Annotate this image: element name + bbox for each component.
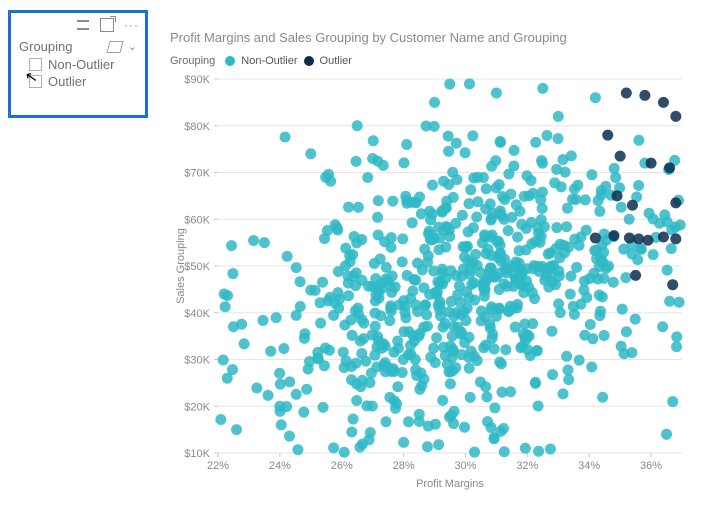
- checkbox-icon[interactable]: [29, 75, 42, 88]
- svg-text:36%: 36%: [640, 460, 662, 472]
- svg-text:$70K: $70K: [184, 168, 210, 180]
- svg-text:Profit Margins: Profit Margins: [416, 478, 484, 490]
- slicer-toolbar: ···: [11, 13, 145, 33]
- more-options-icon[interactable]: ···: [124, 19, 139, 31]
- svg-text:Sales Grouping: Sales Grouping: [175, 228, 187, 304]
- legend-label: Grouping: [170, 55, 215, 67]
- svg-text:$90K: $90K: [184, 74, 210, 86]
- chart-title: Profit Margins and Sales Grouping by Cus…: [170, 30, 692, 45]
- slicer-item-label: Non-Outlier: [48, 57, 114, 72]
- chart-legend: Grouping Non-Outlier Outlier: [170, 55, 692, 67]
- focus-mode-icon[interactable]: [100, 18, 114, 32]
- svg-text:$40K: $40K: [184, 308, 210, 320]
- legend-swatch-outlier: [304, 56, 314, 66]
- svg-text:$20K: $20K: [184, 401, 210, 413]
- grouping-slicer: ··· Grouping ⌄ Non-Outlier Outlier ↖: [8, 10, 148, 118]
- svg-text:30%: 30%: [454, 460, 476, 472]
- slicer-title: Grouping: [19, 39, 108, 54]
- svg-text:$60K: $60K: [184, 214, 210, 226]
- svg-text:$10K: $10K: [184, 448, 210, 460]
- svg-text:28%: 28%: [393, 460, 415, 472]
- scatter-plot-svg: $10K $20K $30K $40K $50K $60K $70K $80K $90K 22% 2…: [170, 73, 690, 493]
- svg-text:32%: 32%: [516, 460, 538, 472]
- svg-text:$30K: $30K: [184, 355, 210, 367]
- slicer-item-non-outlier[interactable]: Non-Outlier: [11, 56, 145, 73]
- chevron-down-icon[interactable]: ⌄: [128, 40, 137, 53]
- svg-text:$80K: $80K: [184, 121, 210, 133]
- legend-item-label: Outlier: [320, 55, 352, 67]
- slicer-item-label: Outlier: [48, 74, 86, 89]
- scatter-chart: Profit Margins and Sales Grouping by Cus…: [170, 30, 692, 509]
- svg-text:22%: 22%: [207, 460, 229, 472]
- legend-swatch-non-outlier: [225, 56, 235, 66]
- svg-text:26%: 26%: [331, 460, 353, 472]
- slicer-header: Grouping ⌄: [11, 33, 145, 56]
- svg-text:24%: 24%: [269, 460, 291, 472]
- slicer-item-outlier[interactable]: Outlier: [11, 73, 145, 90]
- clear-selection-icon[interactable]: [106, 41, 123, 53]
- legend-item-label: Non-Outlier: [241, 55, 297, 67]
- checkbox-icon[interactable]: [29, 58, 42, 71]
- svg-text:$50K: $50K: [184, 261, 210, 273]
- drag-handle-icon[interactable]: [77, 20, 89, 30]
- svg-text:34%: 34%: [578, 460, 600, 472]
